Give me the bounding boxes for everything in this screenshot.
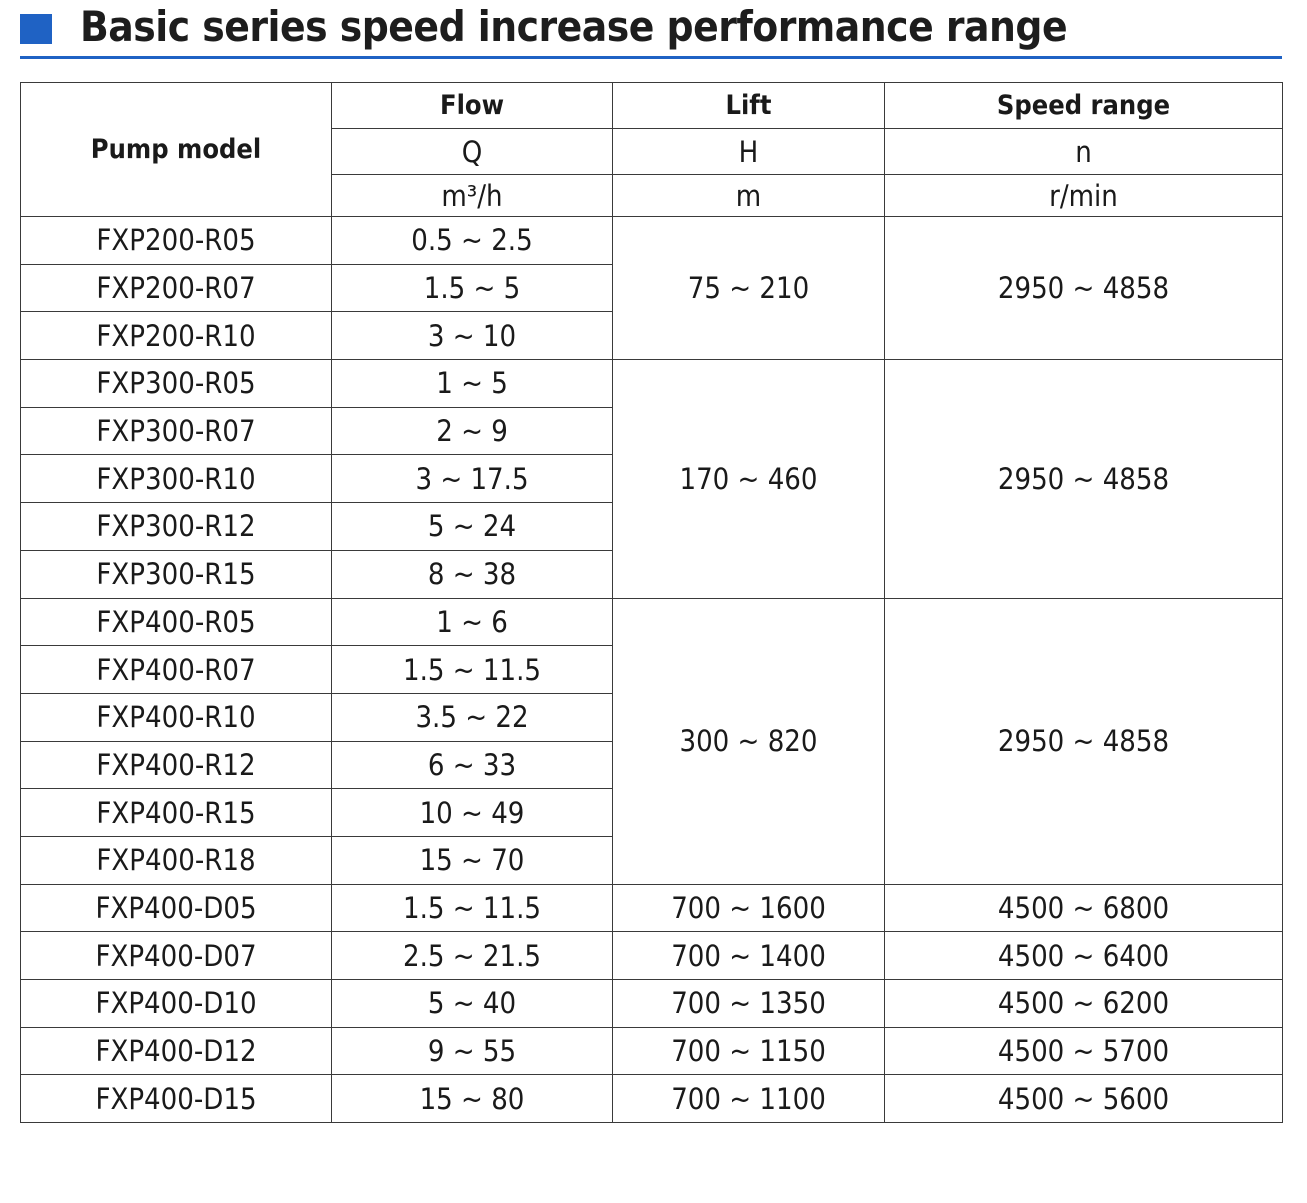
cell-pump-model: FXP400-D15: [20, 1074, 332, 1124]
title-underline: [20, 56, 1282, 59]
cell-pump-model: FXP300-R07: [20, 406, 332, 456]
cell-lift-merged: 170 ~ 460: [612, 359, 885, 599]
table-row: FXP400-D10 5 ~ 40 700 ~ 1350 4500 ~ 6200: [20, 979, 1283, 1028]
title-marker-square: [20, 14, 52, 44]
cell-pump-model: FXP300-R12: [20, 502, 332, 551]
header-speed-unit: r/min: [884, 174, 1283, 217]
cell-speed: 4500 ~ 6400: [884, 931, 1283, 980]
cell-flow: 8 ~ 38: [331, 549, 613, 599]
header-speed-symbol: n: [884, 128, 1283, 175]
cell-pump-model: FXP300-R10: [20, 454, 332, 504]
cell-flow: 5 ~ 40: [331, 979, 613, 1028]
table-row: FXP200-R05 0.5 ~ 2.5 75 ~ 210 2950 ~ 4858: [20, 215, 1283, 361]
header-flow-unit: m³/h: [331, 174, 613, 217]
cell-pump-model: FXP300-R15: [20, 549, 332, 599]
table-row: FXP400-D15 15 ~ 80 700 ~ 1100 4500 ~ 5600: [20, 1074, 1283, 1124]
cell-flow: 1.5 ~ 11.5: [331, 645, 613, 694]
table-row: FXP400-D12 9 ~ 55 700 ~ 1150 4500 ~ 5700: [20, 1026, 1283, 1076]
table-row: FXP400-R18 15 ~ 70: [20, 835, 1283, 885]
cell-lift-merged: 300 ~ 820: [612, 597, 885, 885]
header-lift: Lift: [612, 82, 885, 129]
header-flow-symbol: Q: [331, 128, 613, 175]
cell-flow: 2 ~ 9: [331, 406, 613, 456]
cell-lift-merged: 75 ~ 210: [612, 215, 885, 361]
cell-pump-model: FXP400-R15: [20, 788, 332, 837]
table-row: FXP300-R15 8 ~ 38: [20, 549, 1283, 599]
cell-speed: 4500 ~ 6800: [884, 883, 1283, 933]
table-row: FXP400-R12 6 ~ 33: [20, 740, 1283, 790]
table-row: FXP400-D05 1.5 ~ 11.5 700 ~ 1600 4500 ~ 680…: [20, 883, 1283, 933]
table-row: FXP400-R10 3.5 ~ 22: [20, 692, 1283, 742]
cell-flow: 9 ~ 55: [331, 1026, 613, 1076]
cell-lift: 700 ~ 1400: [612, 931, 885, 980]
cell-flow: 1.5 ~ 11.5: [331, 883, 613, 933]
cell-flow: 3.5 ~ 22: [331, 692, 613, 742]
cell-flow: 1 ~ 6: [331, 597, 613, 647]
header-lift-unit: m: [612, 174, 885, 217]
page-title: Basic series speed increase performance …: [80, 2, 1068, 51]
cell-flow: 1.5 ~ 5: [331, 263, 613, 313]
table-body: FXP200-R05 0.5 ~ 2.5 75 ~ 210 2950 ~ 4858 FX…: [20, 215, 1283, 1124]
cell-pump-model: FXP200-R10: [20, 311, 332, 361]
cell-pump-model: FXP200-R05: [20, 216, 332, 265]
page-header: Basic series speed increase performance …: [20, 0, 1282, 60]
header-lift-symbol: H: [612, 128, 885, 175]
cell-pump-model: FXP200-R07: [20, 263, 332, 313]
cell-flow: 5 ~ 24: [331, 502, 613, 551]
table-row: FXP200-R07 1.5 ~ 5: [20, 263, 1283, 313]
cell-speed-merged: 2950 ~ 4858: [884, 215, 1283, 361]
header-pump-model: Pump model: [20, 82, 332, 217]
table-row: FXP300-R05 1 ~ 5 170 ~ 460 2950 ~ 4858: [20, 359, 1283, 599]
cell-pump-model: FXP400-R12: [20, 740, 332, 790]
cell-pump-model: FXP400-R05: [20, 597, 332, 647]
table-row: FXP400-R07 1.5 ~ 11.5: [20, 645, 1283, 694]
cell-pump-model: FXP400-D12: [20, 1026, 332, 1076]
cell-speed-merged: 2950 ~ 4858: [884, 359, 1283, 599]
cell-pump-model: FXP400-D10: [20, 979, 332, 1028]
table-header: Pump model Flow Lift Speed range Q H n m…: [20, 82, 1283, 217]
table-row: FXP400-D07 2.5 ~ 21.5 700 ~ 1400 4500 ~ 640…: [20, 931, 1283, 980]
cell-speed-merged: 2950 ~ 4858: [884, 597, 1283, 885]
cell-pump-model: FXP400-D07: [20, 931, 332, 980]
cell-speed: 4500 ~ 5600: [884, 1074, 1283, 1124]
cell-flow: 3 ~ 17.5: [331, 454, 613, 504]
table-row: FXP400-R05 1 ~ 6 300 ~ 820 2950 ~ 4858: [20, 597, 1283, 885]
cell-pump-model: FXP400-R18: [20, 835, 332, 885]
cell-lift: 700 ~ 1150: [612, 1026, 885, 1076]
cell-lift: 700 ~ 1350: [612, 979, 885, 1028]
cell-lift: 700 ~ 1100: [612, 1074, 885, 1124]
cell-flow: 2.5 ~ 21.5: [331, 931, 613, 980]
cell-pump-model: FXP300-R05: [20, 359, 332, 408]
cell-flow: 15 ~ 70: [331, 835, 613, 885]
cell-pump-model: FXP400-R10: [20, 692, 332, 742]
cell-flow: 0.5 ~ 2.5: [331, 216, 613, 265]
cell-flow: 3 ~ 10: [331, 311, 613, 361]
cell-speed: 4500 ~ 5700: [884, 1026, 1283, 1076]
cell-speed: 4500 ~ 6200: [884, 979, 1283, 1028]
cell-lift: 700 ~ 1600: [612, 883, 885, 933]
table-row: FXP300-R12 5 ~ 24: [20, 502, 1283, 551]
cell-flow: 1 ~ 5: [331, 359, 613, 408]
header-speed-range: Speed range: [884, 82, 1283, 129]
cell-pump-model: FXP400-R07: [20, 645, 332, 694]
table-row: FXP400-R15 10 ~ 49: [20, 788, 1283, 837]
cell-flow: 6 ~ 33: [331, 740, 613, 790]
cell-flow: 15 ~ 80: [331, 1074, 613, 1124]
cell-flow: 10 ~ 49: [331, 788, 613, 837]
header-flow: Flow: [331, 82, 613, 129]
cell-pump-model: FXP400-D05: [20, 883, 332, 933]
performance-table: Pump model Flow Lift Speed range Q H n m…: [20, 82, 1283, 1124]
